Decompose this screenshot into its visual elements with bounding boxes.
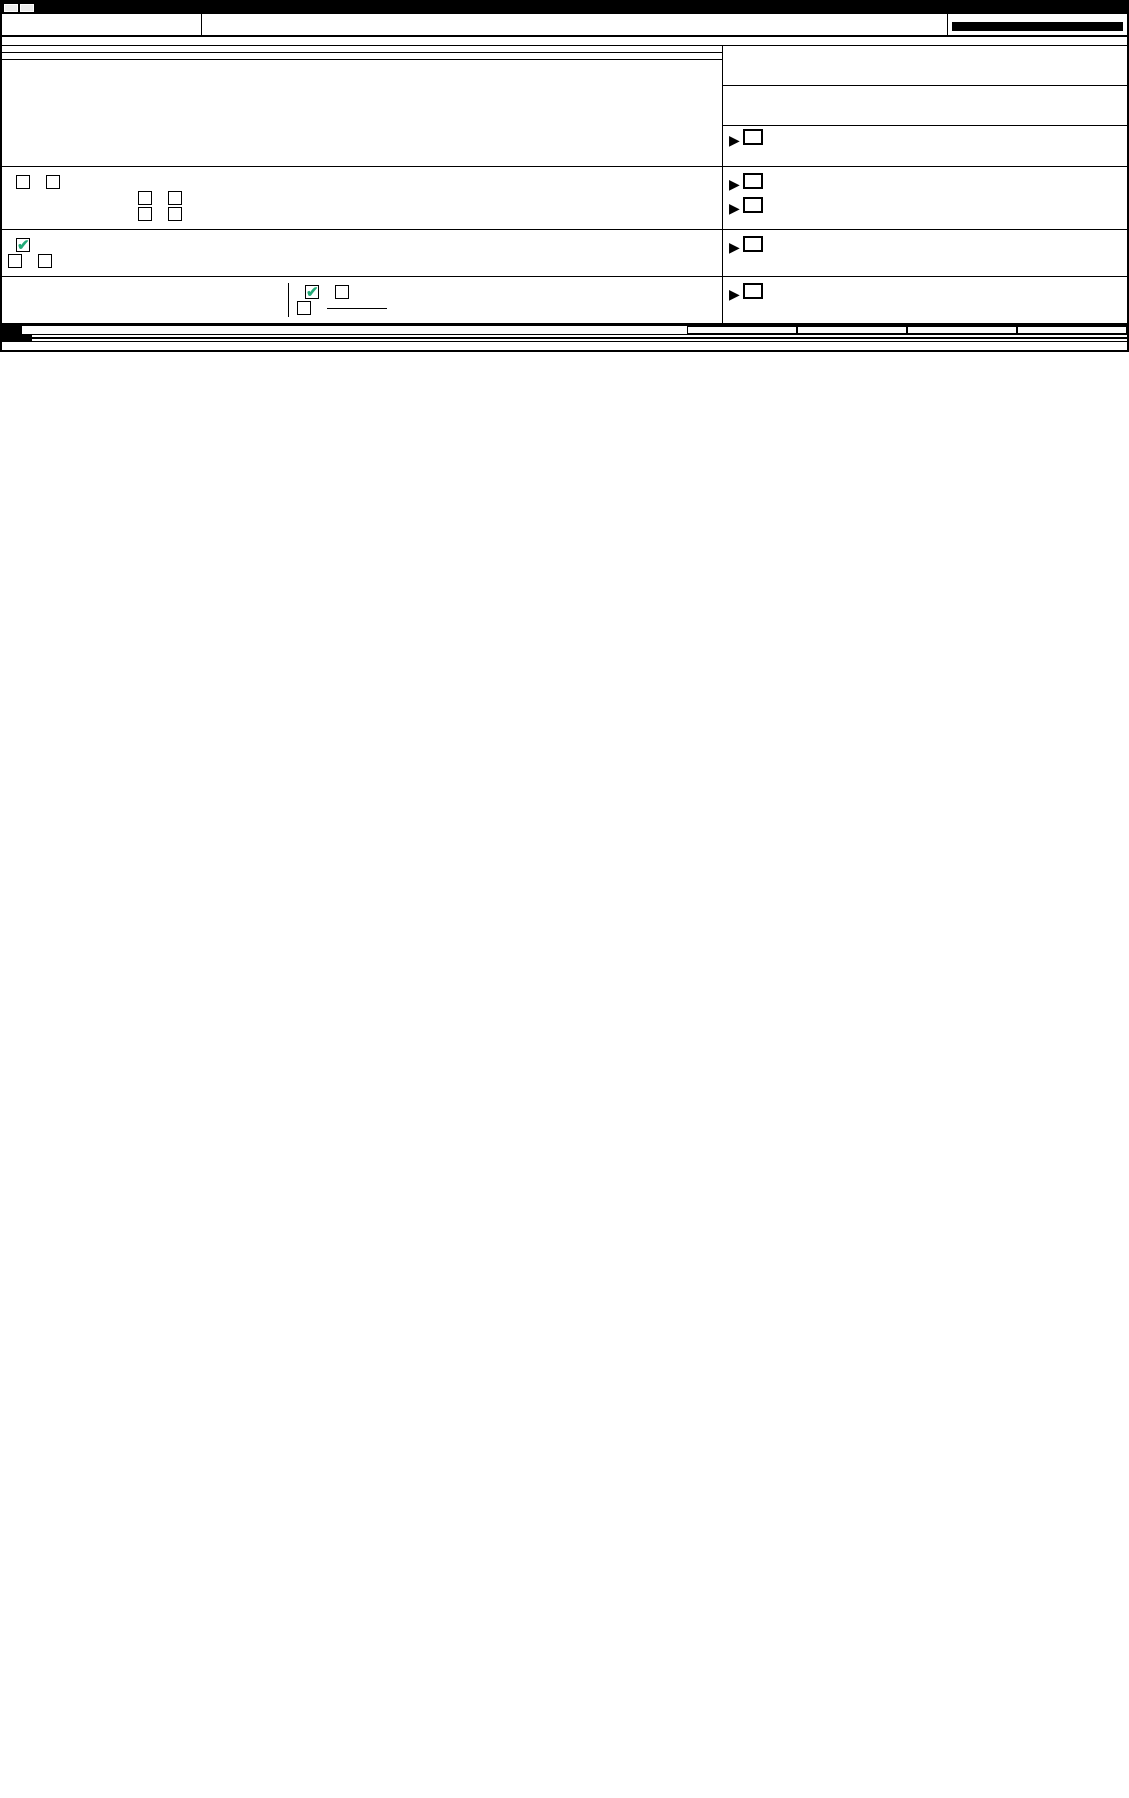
other-method-checkbox[interactable] (297, 301, 311, 315)
4947-checkbox[interactable] (8, 254, 22, 268)
foundation-name-cell (2, 46, 722, 53)
form-year-block (947, 14, 1127, 35)
address-change-checkbox[interactable] (138, 207, 152, 221)
col-b-header (797, 326, 907, 334)
c-cell: ▶ (723, 126, 1127, 166)
d1-checkbox[interactable] (743, 173, 763, 189)
arrow-icon: ▶ (729, 132, 740, 148)
address-row (2, 53, 722, 60)
dln-label (1111, 4, 1123, 12)
top-bar (2, 2, 1127, 14)
other-taxable-checkbox[interactable] (38, 254, 52, 268)
ein-cell (723, 46, 1127, 86)
other-specify-input[interactable] (327, 308, 387, 309)
form-header (2, 14, 1127, 37)
final-return-checkbox[interactable] (138, 191, 152, 205)
part1-label (2, 326, 22, 334)
open-inspection (952, 23, 1123, 31)
d2-line: ▶ (729, 197, 1121, 217)
expenses-label (2, 339, 32, 341)
part1-header-row (2, 324, 1127, 335)
expenses-section (2, 337, 1127, 341)
initial-former-checkbox[interactable] (46, 175, 60, 189)
submission-date (20, 4, 34, 12)
col-a-header (687, 326, 797, 334)
501c3-checkbox[interactable] (16, 238, 30, 252)
d1-line: ▶ (729, 173, 1121, 193)
amended-return-checkbox[interactable] (168, 191, 182, 205)
name-change-checkbox[interactable] (168, 207, 182, 221)
footer (2, 341, 1127, 350)
efile-print-button[interactable] (4, 4, 18, 12)
f-checkbox[interactable] (743, 283, 763, 299)
section-h-row: ▶ (2, 230, 1127, 277)
form-number-block (2, 14, 202, 35)
col-d-header (1017, 326, 1127, 334)
e-checkbox[interactable] (743, 236, 763, 252)
phone-cell (723, 86, 1127, 126)
d2-checkbox[interactable] (743, 197, 763, 213)
accrual-checkbox[interactable] (335, 285, 349, 299)
col-c-header (907, 326, 1017, 334)
form-title-block (202, 14, 947, 35)
section-g-row: ▶ ▶ (2, 167, 1127, 230)
f-line: ▶ (729, 283, 1121, 303)
calendar-year-row (2, 37, 1127, 46)
revenue-section (2, 335, 1127, 337)
city-cell (2, 60, 722, 66)
part1-title-cell (22, 326, 687, 334)
cash-checkbox[interactable] (305, 285, 319, 299)
revenue-label (2, 335, 32, 337)
c-checkbox[interactable] (743, 129, 763, 145)
e-line: ▶ (729, 236, 1121, 256)
entity-info: ▶ (2, 46, 1127, 167)
form-container: ▶ ▶ ▶ (0, 0, 1129, 352)
initial-return-checkbox[interactable] (16, 175, 30, 189)
section-ij-row: ▶ (2, 277, 1127, 324)
